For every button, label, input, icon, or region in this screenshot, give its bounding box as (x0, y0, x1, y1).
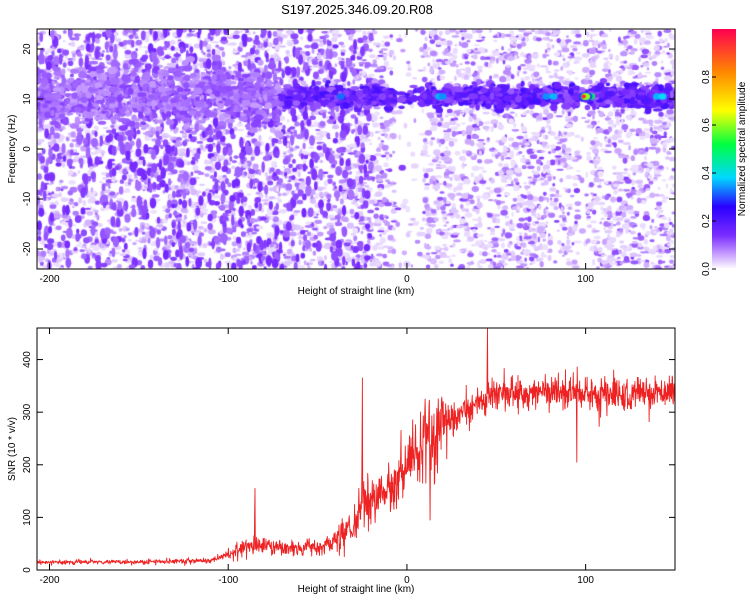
snr-x-tick-label: -200 (40, 575, 60, 586)
spectrogram-x-tick-label: -100 (218, 274, 238, 285)
snr-x-tick-label: 0 (404, 575, 410, 586)
colorbar-tick-label: 0.0 (701, 262, 712, 276)
colorbar-tick-label: 0.8 (701, 70, 712, 84)
figure-title: S197.2025.346.09.20.R08 (281, 2, 433, 17)
snr-y-tick-label: 300 (22, 403, 33, 420)
spectrogram-y-tick-label: 0 (22, 146, 33, 152)
snr-y-tick-label: 400 (22, 351, 33, 368)
snr-trace (36, 327, 676, 567)
colorbar-label: Normalized spectral amplitude (737, 81, 748, 216)
spectrogram-y-tick-label: 10 (22, 93, 33, 105)
snr-ticks: -200 -100 0 100 0 100 200 300 400 (22, 328, 675, 586)
spectrogram-y-axis-label: Frequency (Hz) (7, 115, 18, 184)
colorbar-gradient (712, 29, 736, 269)
spectrogram-x-tick-label: 0 (404, 274, 410, 285)
snr-y-tick-label: 0 (22, 567, 33, 573)
spectrogram-x-tick-label: 100 (577, 274, 594, 285)
colorbar-tick-label: 0.4 (701, 166, 712, 180)
snr-x-axis-label: Height of straight line (km) (298, 584, 415, 595)
snr-y-axis-label: SNR (10 * v/v) (7, 417, 18, 481)
colorbar: 0.0 0.2 0.4 0.6 0.8 Normalized spectral ampl… (701, 29, 748, 276)
spectrogram-x-axis-label: Height of straight line (km) (298, 286, 415, 297)
snr-x-tick-label: 100 (577, 575, 594, 586)
spectrogram-image (37, 29, 675, 269)
colorbar-ticks: 0.0 0.2 0.4 0.6 0.8 (701, 70, 716, 276)
snr-x-tick-label: -100 (218, 575, 238, 586)
colorbar-tick-label: 0.2 (701, 214, 712, 228)
spectrogram-y-tick-label: -10 (22, 191, 33, 206)
snr-y-tick-label: 200 (22, 456, 33, 473)
spectrogram-x-tick-label: -200 (40, 274, 60, 285)
spectrogram-y-tick-label: 20 (22, 43, 33, 55)
colorbar-tick-label: 0.6 (701, 118, 712, 132)
snr-y-tick-label: 100 (22, 509, 33, 526)
spectrogram-y-tick-label: -20 (22, 241, 33, 256)
snr-panel: -200 -100 0 100 0 100 200 300 400 Height of stra… (7, 327, 676, 595)
snr-frame (36, 327, 676, 571)
